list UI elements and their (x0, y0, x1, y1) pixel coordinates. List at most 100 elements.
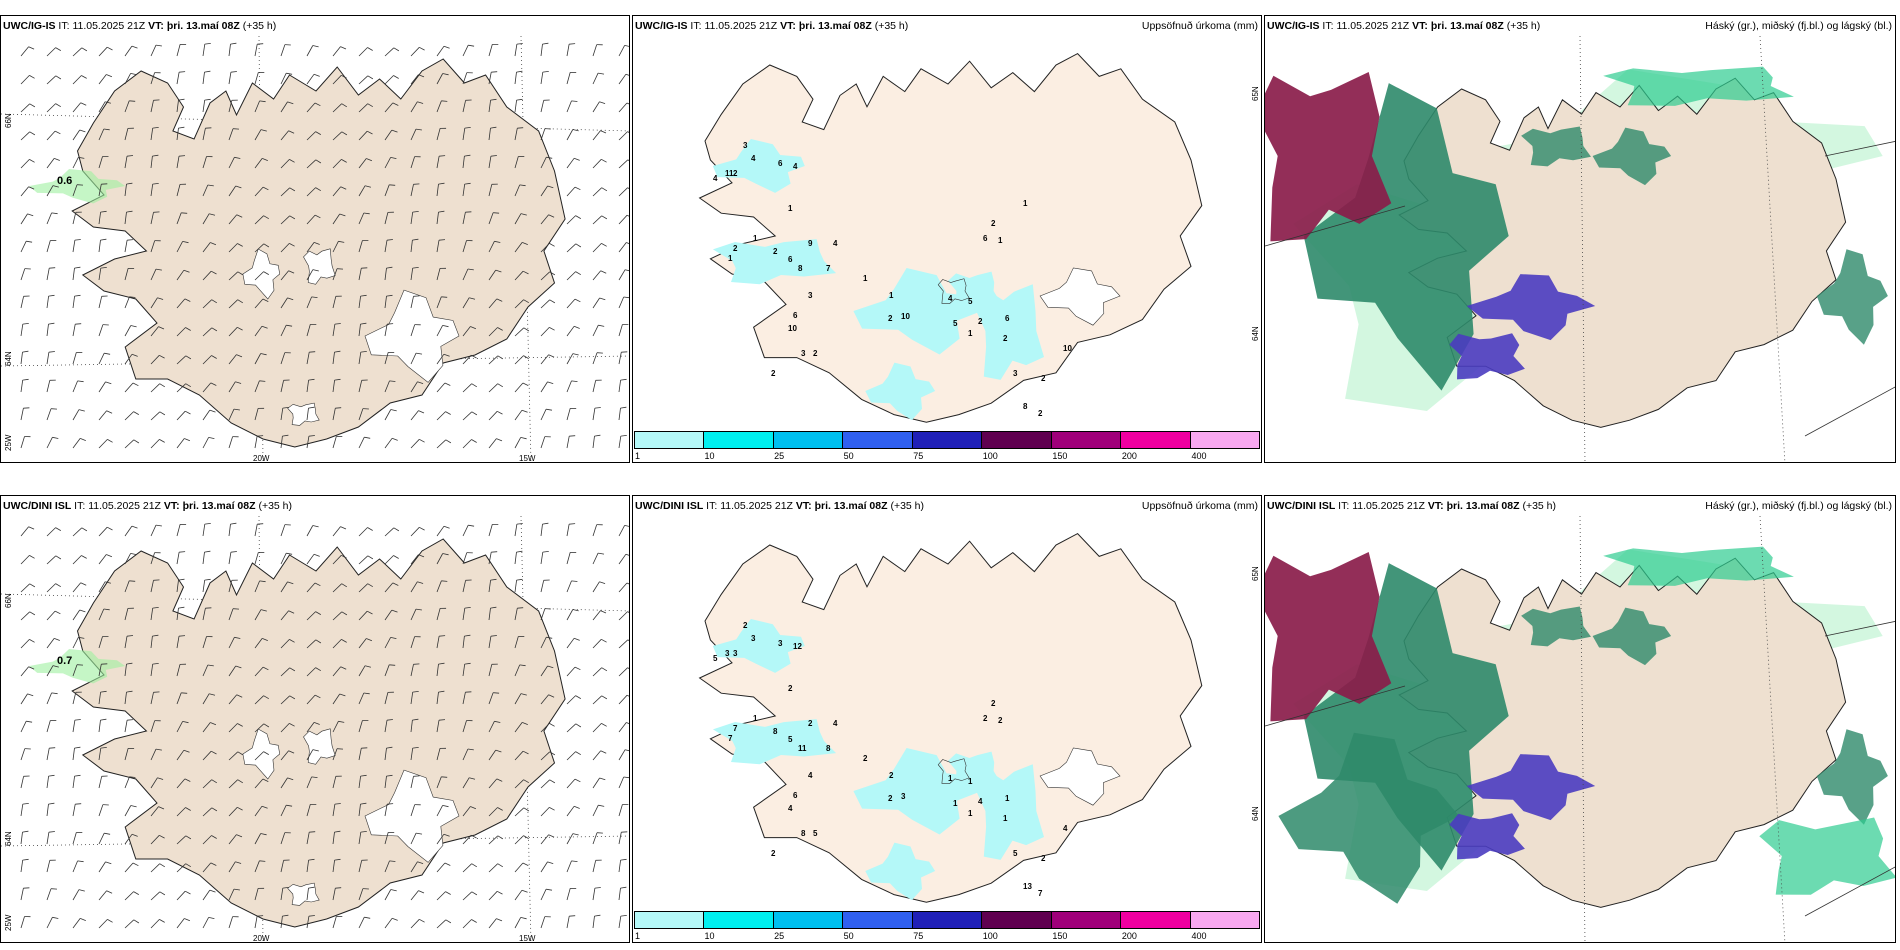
precip-value: 2 (888, 794, 893, 803)
precip-value: 1 (998, 236, 1003, 245)
precip-value: 8 (798, 264, 803, 273)
lat-label-25w: 25W (4, 434, 13, 451)
legend-swatch (773, 912, 844, 928)
precip-value: 4 (1063, 824, 1068, 833)
legend-swatch (982, 432, 1052, 448)
precip-value: 2 (788, 684, 793, 693)
vt-value: þri. 13.maí 08Z (798, 20, 872, 32)
legend-tick: 10 (704, 931, 715, 941)
precip-value: 1 (968, 777, 973, 786)
precip-value: 3 (901, 792, 906, 801)
precip-value: 4 (833, 719, 838, 728)
precip-value: 6 (793, 791, 798, 800)
legend-swatch (1051, 432, 1122, 448)
precip-value: 2 (991, 699, 996, 708)
precip-value: 2 (991, 219, 996, 228)
vt-label: VT: (780, 20, 796, 32)
precip-value: 3 (808, 291, 813, 300)
precip-value: 7 (826, 264, 831, 273)
it-label: IT: (1322, 20, 1334, 32)
lon-label-20w: 20W (253, 454, 270, 463)
precip-value: 2 (1038, 409, 1043, 418)
precip-value: 11 (798, 744, 807, 753)
wind-speed-label: 0.6 (57, 175, 72, 187)
lead-time: (+35 h) (874, 20, 909, 32)
precip-value: 2 (771, 849, 776, 858)
panel-header: UWC/IG-IS IT: 11.05.2025 21Z VT: þri. 13… (635, 20, 908, 32)
vt-value: þri. 13.maí 08Z (1430, 20, 1504, 32)
legend-swatch (912, 432, 983, 448)
panel-header: UWC/DINI ISL IT: 11.05.2025 21Z VT: þri.… (635, 500, 924, 512)
precip-value: 10 (788, 324, 797, 333)
legend-tick: 25 (774, 451, 785, 461)
precip-value: 2 (733, 244, 738, 253)
precip-value: 13 (1023, 882, 1032, 891)
it-value: 11.05.2025 21Z (88, 500, 161, 512)
precip-value: 1 (1003, 814, 1008, 823)
lat-label-64n: 64N (4, 351, 13, 366)
lat-label-25w: 25W (4, 914, 13, 931)
legend-swatch (635, 432, 705, 448)
precip-value: 10 (901, 312, 910, 321)
vt-value: þri. 13.maí 08Z (166, 20, 240, 32)
legend-cells (634, 431, 1260, 449)
precip-title: Uppsöfnuð úrkoma (mm) (1141, 20, 1258, 32)
precip-panel-bottom: UWC/DINI ISL IT: 11.05.2025 21Z VT: þri.… (632, 495, 1262, 943)
it-label: IT: (58, 20, 70, 32)
lat-label-65n: 65N (1251, 566, 1260, 581)
legend-swatch (704, 432, 774, 448)
lead-time: (+35 h) (242, 20, 277, 32)
precip-value: 1 (753, 234, 758, 243)
precip-value: 12 (793, 642, 802, 651)
cloud-title: Háský (gr.), miðský (fj.bl.) og lágský (… (1705, 20, 1892, 32)
model-name: UWC/DINI ISL (3, 500, 72, 512)
legend-cells (634, 911, 1260, 929)
legend-tick: 400 (1191, 451, 1207, 461)
precip-value: 2 (1003, 334, 1008, 343)
lon-label-20w: 20W (253, 934, 270, 943)
precip-value: 4 (978, 797, 983, 806)
legend-swatch (704, 912, 774, 928)
legend-tick: 150 (1052, 451, 1068, 461)
legend-tick: 75 (913, 451, 924, 461)
cloud-title: Háský (gr.), miðský (fj.bl.) og lágský (… (1705, 500, 1892, 512)
cloud-panel-top: UWC/IG-IS IT: 11.05.2025 21Z VT: þri. 13… (1264, 15, 1896, 463)
precip-value: 8 (826, 744, 831, 753)
vt-value: þri. 13.maí 08Z (1446, 500, 1520, 512)
model-name: UWC/DINI ISL (635, 500, 704, 512)
precip-value: 4 (833, 239, 838, 248)
lat-label-65n: 65N (1251, 86, 1260, 101)
precip-value: 5 (713, 654, 718, 663)
legend-tick: 50 (843, 931, 854, 941)
it-value: 11.05.2025 21Z (720, 500, 793, 512)
precip-value: 3 (733, 649, 738, 658)
legend-tick: 10 (704, 451, 715, 461)
it-label: IT: (1338, 500, 1350, 512)
legend-swatch (982, 912, 1052, 928)
it-value: 11.05.2025 21Z (1352, 500, 1425, 512)
legend-swatch (912, 912, 983, 928)
precip-value: 2 (808, 719, 813, 728)
precip-value: 2 (771, 369, 776, 378)
precip-value: 5 (968, 297, 973, 306)
legend-swatch (635, 912, 705, 928)
legend-tick: 400 (1191, 931, 1207, 941)
precip-value: 7 (728, 734, 733, 743)
precip-value: 1 (968, 329, 973, 338)
precip-value: 4 (751, 154, 756, 163)
it-label: IT: (706, 500, 718, 512)
precip-value: 5 (788, 735, 793, 744)
legend-tick: 1 (635, 451, 641, 461)
precip-value: 3 (725, 649, 730, 658)
it-value: 11.05.2025 21Z (72, 20, 146, 32)
precip-value: 6 (1005, 314, 1010, 323)
precip-value: 1 (889, 291, 894, 300)
precip-value: 6 (778, 159, 783, 168)
lead-time: (+35 h) (258, 500, 293, 512)
wind-speed-label: 0.7 (57, 655, 72, 667)
legend-tick: 75 (913, 931, 924, 941)
precip-value: 2 (978, 317, 983, 326)
lat-label-66n: 66N (4, 113, 13, 128)
